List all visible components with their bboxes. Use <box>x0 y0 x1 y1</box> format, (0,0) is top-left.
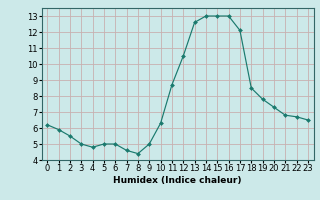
X-axis label: Humidex (Indice chaleur): Humidex (Indice chaleur) <box>113 176 242 185</box>
